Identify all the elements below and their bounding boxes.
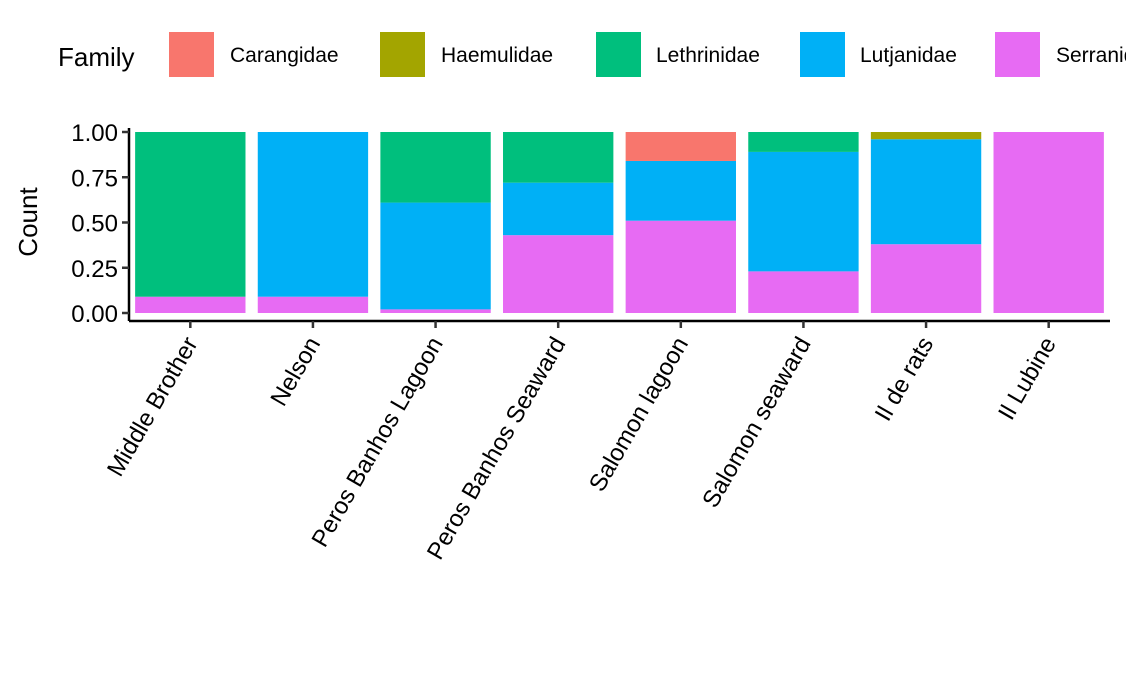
bar-segment-lethrinidae xyxy=(503,132,614,183)
legend-key-serranidae xyxy=(995,32,1040,77)
bar-segment-lutjanidae xyxy=(503,182,614,236)
x-tick-label: Nelson xyxy=(265,333,326,411)
legend: Family Carangidae Haemulidae Lethrinidae Lu… xyxy=(58,32,1126,77)
bar-segment-lutjanidae xyxy=(870,139,982,245)
y-tick-label: 0.75 xyxy=(71,165,118,192)
x-tick-label: Il de rats xyxy=(870,333,939,426)
bar-segment-lutjanidae xyxy=(748,151,859,272)
bar-segment-serranidae xyxy=(135,296,246,313)
legend-label-carangidae: Carangidae xyxy=(230,44,339,67)
bar-segment-lethrinidae xyxy=(135,132,246,297)
bar-segment-lutjanidae xyxy=(257,132,369,297)
legend-key-carangidae xyxy=(169,32,214,77)
bar-segment-serranidae xyxy=(625,220,736,313)
y-axis: 0.00 0.25 0.50 0.75 1.00 xyxy=(71,120,131,328)
x-tick-label: Il Lubine xyxy=(993,333,1062,425)
bar-segment-lethrinidae xyxy=(748,132,859,152)
legend-title: Family xyxy=(58,42,135,72)
bars xyxy=(135,132,1104,313)
legend-key-haemulidae xyxy=(380,32,425,77)
y-tick-label: 1.00 xyxy=(71,120,118,147)
bar-segment-serranidae xyxy=(870,244,982,313)
bar-segment-serranidae xyxy=(993,132,1104,313)
y-tick-label: 0.50 xyxy=(71,211,118,238)
legend-label-serranidae: Serranidae xyxy=(1056,44,1126,67)
bar-segment-serranidae xyxy=(380,309,491,313)
legend-key-lutjanidae xyxy=(800,32,845,77)
y-axis-title: Count xyxy=(13,187,43,257)
legend-label-haemulidae: Haemulidae xyxy=(441,44,553,67)
legend-label-lethrinidae: Lethrinidae xyxy=(656,44,760,67)
x-tick-label: Peros Banhos Seaward xyxy=(422,333,571,565)
bar-segment-lutjanidae xyxy=(380,202,491,310)
bar-segment-carangidae xyxy=(625,132,736,161)
y-tick-label: 0.25 xyxy=(71,256,118,283)
bar-segment-serranidae xyxy=(503,235,614,313)
x-tick-label: Middle Brother xyxy=(102,333,203,482)
x-tick-label: Salomon seaward xyxy=(697,333,816,513)
x-tick-label: Salomon lagoon xyxy=(584,333,694,497)
bar-segment-haemulidae xyxy=(870,132,982,140)
bar-segment-serranidae xyxy=(257,296,369,313)
y-tick-label: 0.00 xyxy=(71,301,118,328)
x-tick-label: Peros Banhos Lagoon xyxy=(307,333,449,552)
bar-segment-lethrinidae xyxy=(380,132,491,203)
legend-key-lethrinidae xyxy=(596,32,641,77)
legend-label-lutjanidae: Lutjanidae xyxy=(860,44,957,67)
bar-segment-lutjanidae xyxy=(625,160,736,221)
bar-segment-serranidae xyxy=(748,271,859,313)
